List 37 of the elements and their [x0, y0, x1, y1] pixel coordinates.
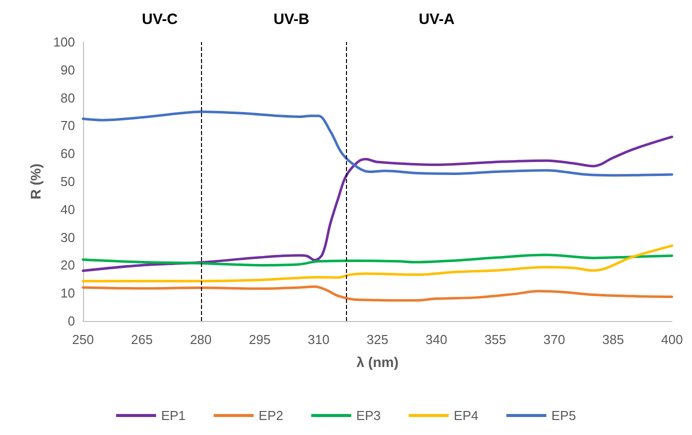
- line-series: [82, 110, 674, 177]
- x-tick-label: 265: [131, 332, 153, 347]
- x-tick-label: 325: [366, 332, 388, 347]
- legend-label: EP4: [454, 408, 478, 423]
- x-tick-label: 340: [426, 332, 448, 347]
- line-series: [82, 285, 674, 302]
- y-tick-label: 100: [53, 34, 75, 50]
- y-tick-label: 40: [60, 202, 75, 217]
- legend-label: EP3: [356, 408, 381, 423]
- line-series: [82, 244, 674, 282]
- legend-label: EP5: [551, 408, 576, 423]
- x-tick-label: 280: [190, 332, 212, 347]
- y-tick-label: 70: [60, 118, 75, 134]
- x-tick-label: 250: [72, 332, 94, 347]
- y-tick-label: 60: [60, 146, 75, 162]
- y-tick-label: 30: [60, 230, 75, 245]
- x-tick-label: 385: [602, 332, 624, 347]
- y-tick-label: 80: [60, 90, 75, 106]
- text: UV-A: [418, 11, 455, 28]
- y-tick-label: 10: [60, 286, 75, 301]
- y-tick-label: 20: [60, 258, 75, 273]
- y-axis-title: R (%): [27, 164, 44, 200]
- legend-label: EP2: [258, 408, 284, 423]
- line-series: [82, 254, 674, 266]
- legend-label: EP1: [161, 408, 186, 423]
- y-tick-label: 0: [68, 314, 75, 328]
- x-tick-label: 310: [308, 332, 330, 347]
- x-tick-label: 355: [484, 332, 506, 347]
- x-tick-label: 370: [543, 332, 566, 347]
- x-tick-label: 400: [661, 332, 683, 347]
- line-series: [82, 136, 674, 272]
- x-axis-title: λ (nm): [356, 354, 398, 370]
- text: UV-B: [273, 11, 310, 28]
- y-tick-label: 90: [60, 62, 75, 78]
- x-tick-label: 295: [248, 332, 271, 347]
- y-tick-label: 50: [60, 174, 75, 189]
- text: UV-C: [142, 11, 178, 28]
